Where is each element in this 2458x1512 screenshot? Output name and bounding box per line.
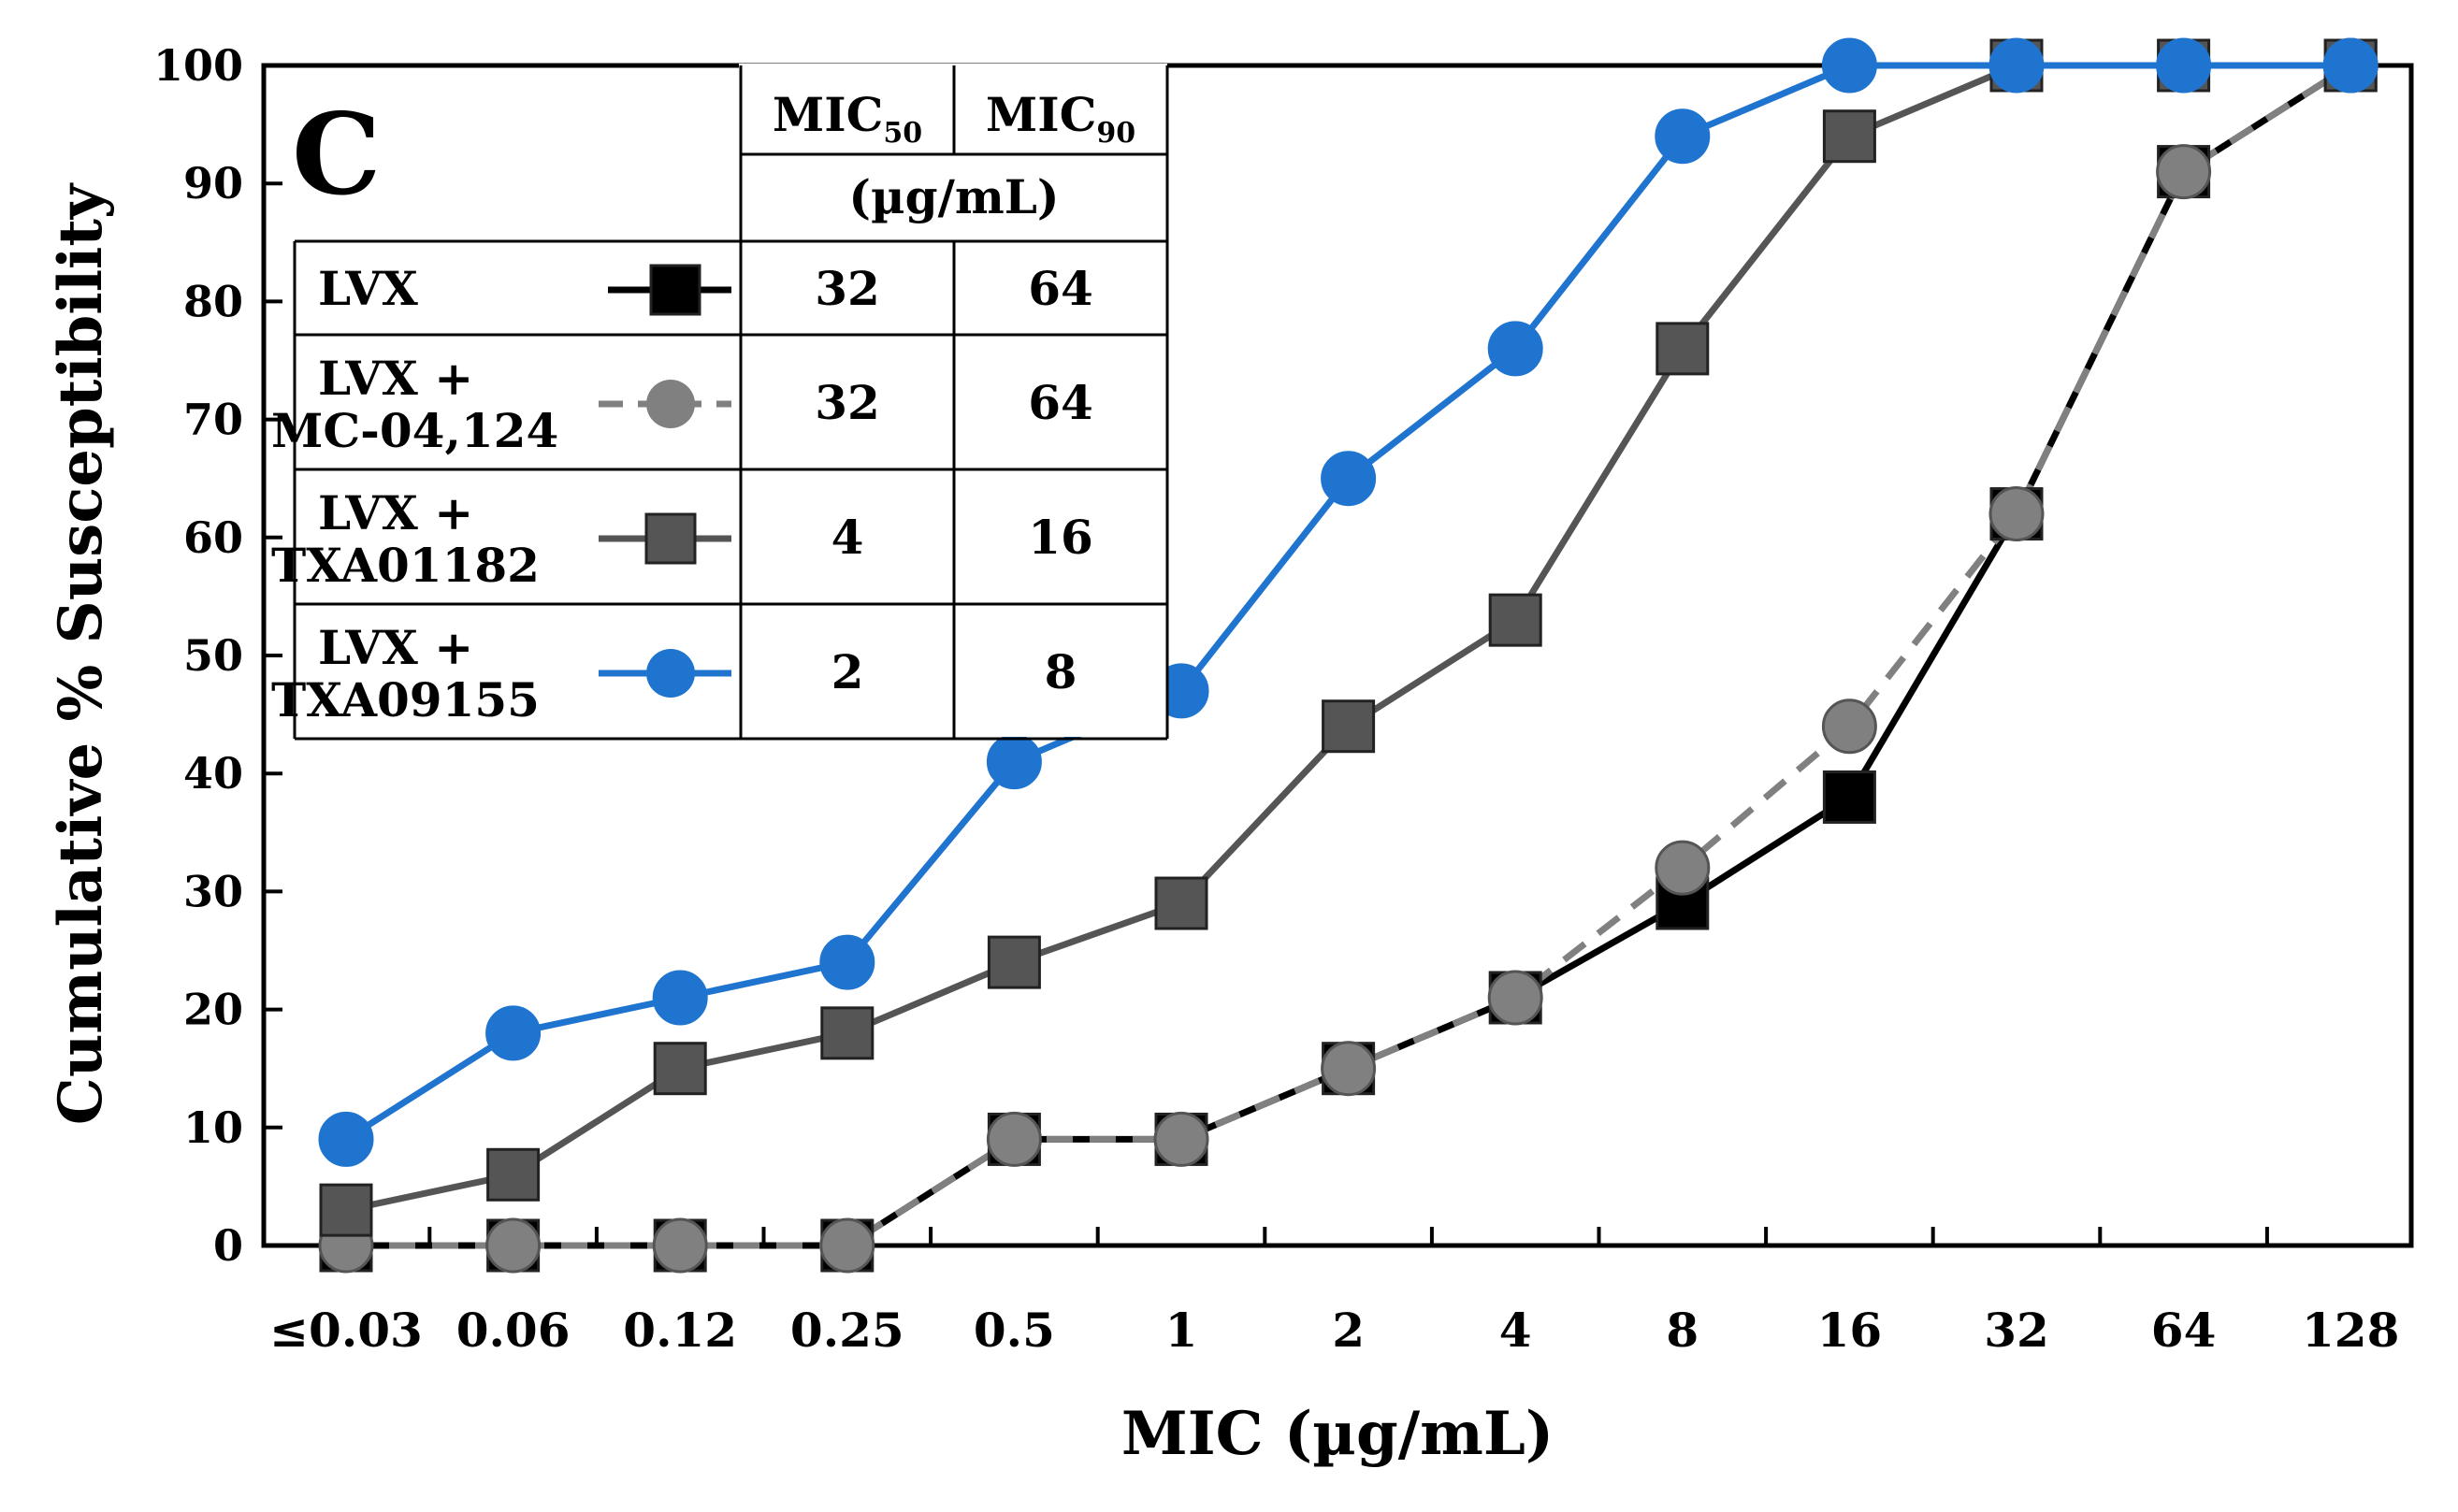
x-tick-label: 128 xyxy=(2302,1303,2399,1358)
mic50-value: 32 xyxy=(815,375,880,430)
data-point-series-2 xyxy=(1322,699,1376,754)
x-tick-label: 32 xyxy=(1984,1303,2049,1358)
data-point-series-3 xyxy=(485,1005,542,1061)
series-layer xyxy=(318,37,2378,1274)
legend-label-line2: TXA01182 xyxy=(271,538,540,593)
x-tick-label: 0.12 xyxy=(623,1303,737,1358)
data-point-series-2 xyxy=(1488,593,1542,647)
mic90-value: 64 xyxy=(1028,375,1093,430)
legend-swatch-marker xyxy=(649,264,701,316)
data-point-series-2 xyxy=(820,1006,875,1060)
units-header: (µg/mL) xyxy=(848,169,1059,224)
data-point-series-2 xyxy=(1154,876,1208,930)
data-point-series-3 xyxy=(986,734,1042,790)
mic50-value: 32 xyxy=(815,261,880,316)
data-point-series-1 xyxy=(1487,970,1543,1026)
y-tick-label: 30 xyxy=(183,866,243,916)
mic50-value: 2 xyxy=(831,644,864,699)
mic50-header: MIC50 xyxy=(773,87,922,150)
data-point-series-2 xyxy=(987,935,1041,989)
y-tick-label: 80 xyxy=(183,276,243,326)
data-point-series-3 xyxy=(819,934,875,990)
data-point-series-1 xyxy=(2156,144,2212,200)
data-point-series-1 xyxy=(485,1217,542,1274)
data-point-series-1 xyxy=(1321,1041,1377,1097)
axes-layer: 0 10 20 30 40 50 60 70 80 90 100 ≤0.03 0.06 0.12 0.25 0… xyxy=(153,40,2414,1358)
data-point-series-3 xyxy=(1655,108,1711,165)
legend-label-line1: LVX xyxy=(318,261,418,316)
data-point-series-1 xyxy=(1988,486,2045,542)
y-axis-title: Cumulative % Susceptibility xyxy=(46,182,116,1125)
y-tick-label: 0 xyxy=(213,1220,243,1271)
mic90-value: 16 xyxy=(1028,510,1093,565)
legend-label-line2: MC-04,124 xyxy=(271,403,558,458)
x-tick-label: 16 xyxy=(1817,1303,1883,1358)
data-point-series-2 xyxy=(653,1042,707,1096)
data-point-series-3 xyxy=(1487,321,1543,377)
x-tick-label: 1 xyxy=(1165,1303,1198,1358)
x-tick-label: ≤0.03 xyxy=(269,1303,423,1358)
legend-label-line2: TXA09155 xyxy=(271,672,540,727)
y-tick-label: 10 xyxy=(183,1102,243,1153)
legend-label-line1: LVX + xyxy=(318,485,473,540)
mic90-header: MIC90 xyxy=(986,87,1135,150)
data-point-series-2 xyxy=(1822,109,1876,164)
y-tick-label: 90 xyxy=(183,158,243,209)
data-point-series-3 xyxy=(2156,37,2212,94)
y-tick-label: 20 xyxy=(183,985,243,1035)
data-point-series-1 xyxy=(652,1217,708,1274)
data-point-series-1 xyxy=(819,1217,875,1274)
x-tick-label: 0.5 xyxy=(974,1303,1055,1358)
legend-swatch-marker xyxy=(646,649,695,698)
legend-swatch-marker xyxy=(644,512,697,565)
y-tick-label: 50 xyxy=(183,630,243,681)
mic50-value: 4 xyxy=(831,510,864,565)
data-point-series-3 xyxy=(652,970,708,1026)
x-tick-label: 2 xyxy=(1332,1303,1365,1358)
mic90-value: 64 xyxy=(1028,261,1093,316)
y-tick-label: 40 xyxy=(183,748,243,799)
y-tick-label: 70 xyxy=(183,395,243,445)
data-point-series-2 xyxy=(319,1183,373,1237)
data-point-series-0 xyxy=(1822,770,1876,824)
y-tick-label: 100 xyxy=(153,40,243,91)
data-point-series-1 xyxy=(1655,840,1711,896)
x-tick-label: 0.25 xyxy=(790,1303,904,1358)
panel-label: C xyxy=(292,89,382,221)
data-point-series-3 xyxy=(1321,451,1377,507)
data-point-series-1 xyxy=(1821,698,1877,755)
data-point-series-3 xyxy=(1988,37,2045,94)
x-tick-label: 4 xyxy=(1499,1303,1532,1358)
labels-layer: C MIC (µg/mL) Cumulative % Susceptibility xyxy=(46,89,1554,1469)
data-point-series-3 xyxy=(1821,37,1877,94)
data-point-series-3 xyxy=(2322,37,2378,94)
x-tick-label: 64 xyxy=(2151,1303,2217,1358)
x-tick-label: 0.06 xyxy=(456,1303,571,1358)
data-point-series-2 xyxy=(486,1147,541,1202)
x-axis-title: MIC (µg/mL) xyxy=(1121,1399,1554,1469)
legend-label-line1: LVX + xyxy=(318,620,473,675)
data-point-series-1 xyxy=(986,1111,1042,1167)
x-tick-label: 8 xyxy=(1666,1303,1699,1358)
data-point-series-2 xyxy=(1656,322,1710,376)
data-point-series-1 xyxy=(1153,1111,1209,1167)
legend-label-line1: LVX + xyxy=(318,351,473,406)
legend-swatch-marker xyxy=(646,380,695,428)
data-point-series-3 xyxy=(318,1111,374,1167)
mic90-value: 8 xyxy=(1045,644,1077,699)
y-tick-label: 60 xyxy=(183,512,243,563)
